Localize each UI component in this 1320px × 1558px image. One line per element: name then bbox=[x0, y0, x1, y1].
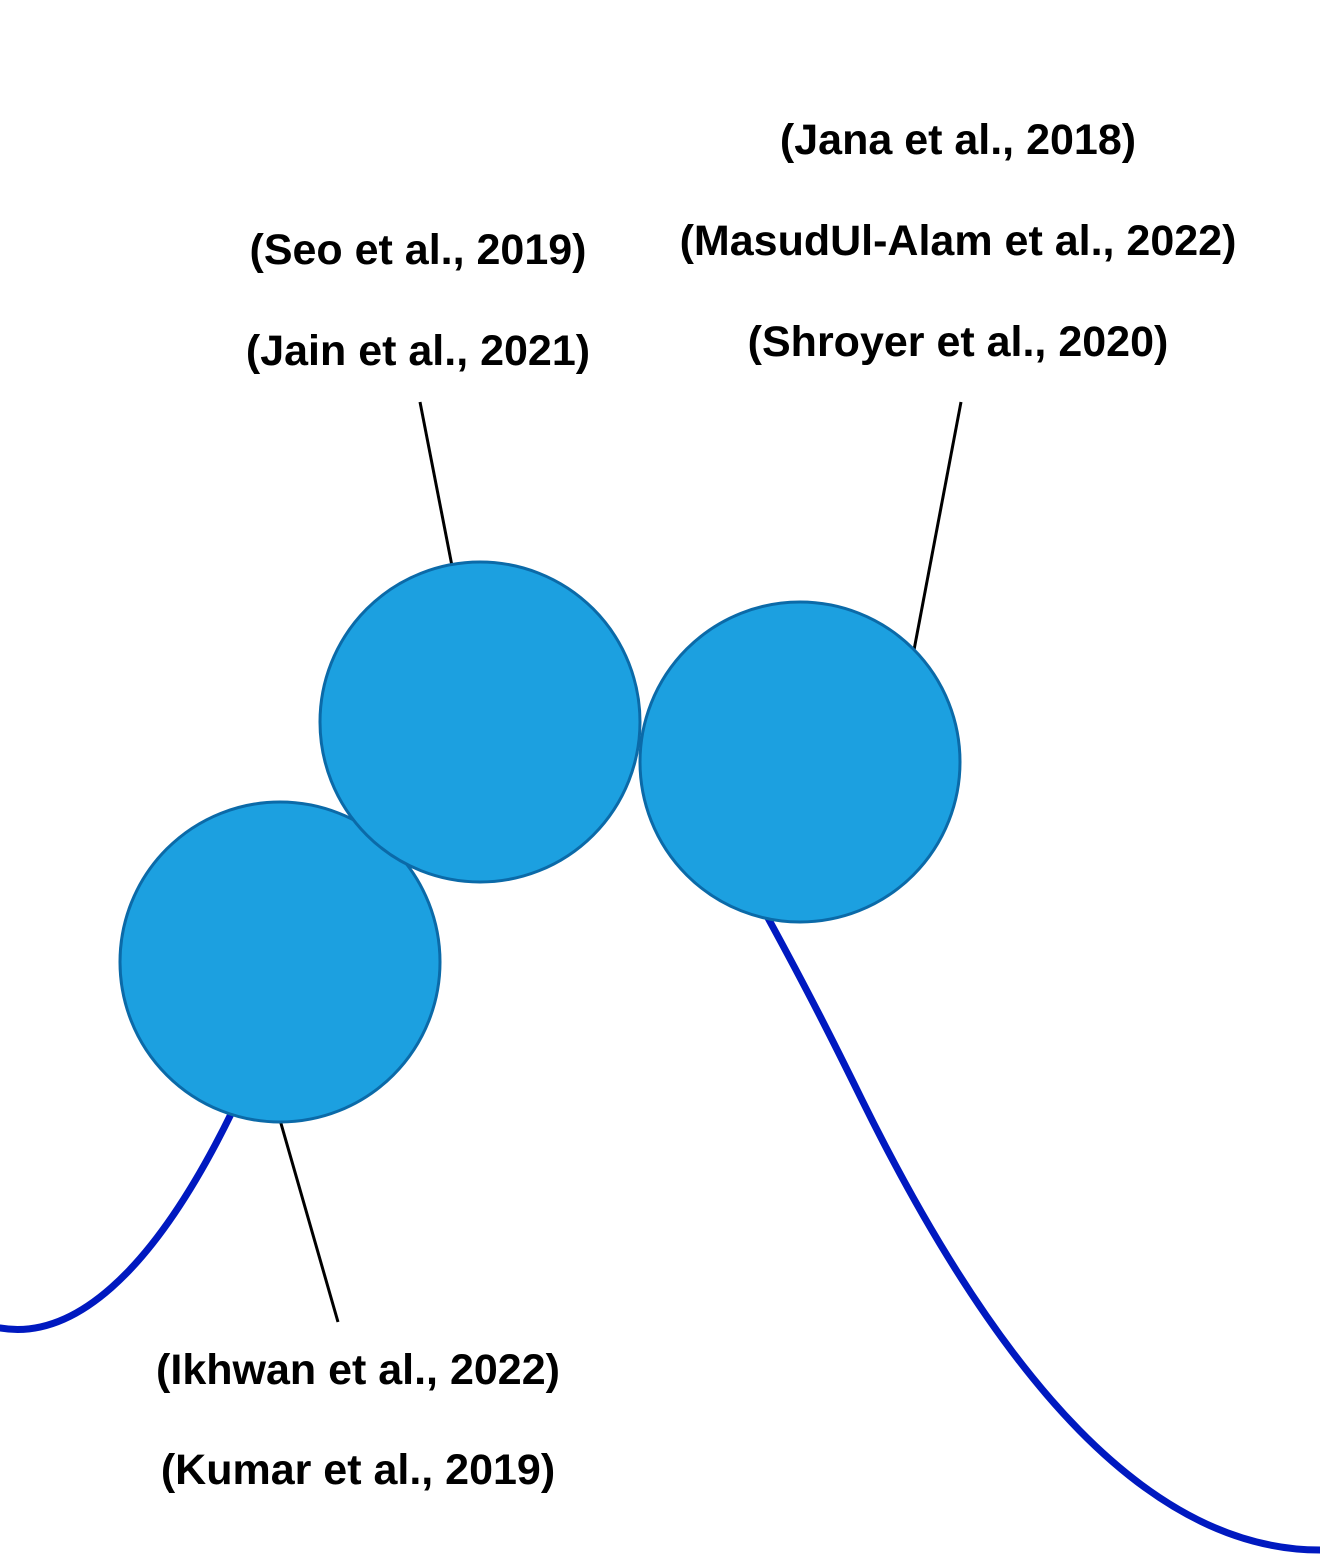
citation-label: (Jana et al., 2018) bbox=[780, 116, 1136, 164]
right-curve-segment bbox=[764, 914, 1320, 1554]
citation-label: (Seo et al., 2019) bbox=[250, 226, 587, 274]
citation-label: (Kumar et al., 2019) bbox=[161, 1446, 555, 1494]
citation-label: (Shroyer et al., 2020) bbox=[748, 318, 1169, 366]
leader-line-lower-left bbox=[278, 1119, 340, 1323]
citation-label: (Jain et al., 2021) bbox=[246, 327, 590, 375]
node-lower-left bbox=[118, 800, 442, 1124]
citation-label: (MasudUl-Alam et al., 2022) bbox=[680, 217, 1237, 265]
leader-line-upper-left bbox=[418, 401, 454, 567]
citation-label: (Ikhwan et al., 2022) bbox=[156, 1346, 560, 1394]
node-upper-left bbox=[318, 560, 642, 884]
left-curve-segment bbox=[0, 1108, 236, 1333]
leader-line-right bbox=[912, 401, 963, 651]
node-right bbox=[638, 600, 962, 924]
